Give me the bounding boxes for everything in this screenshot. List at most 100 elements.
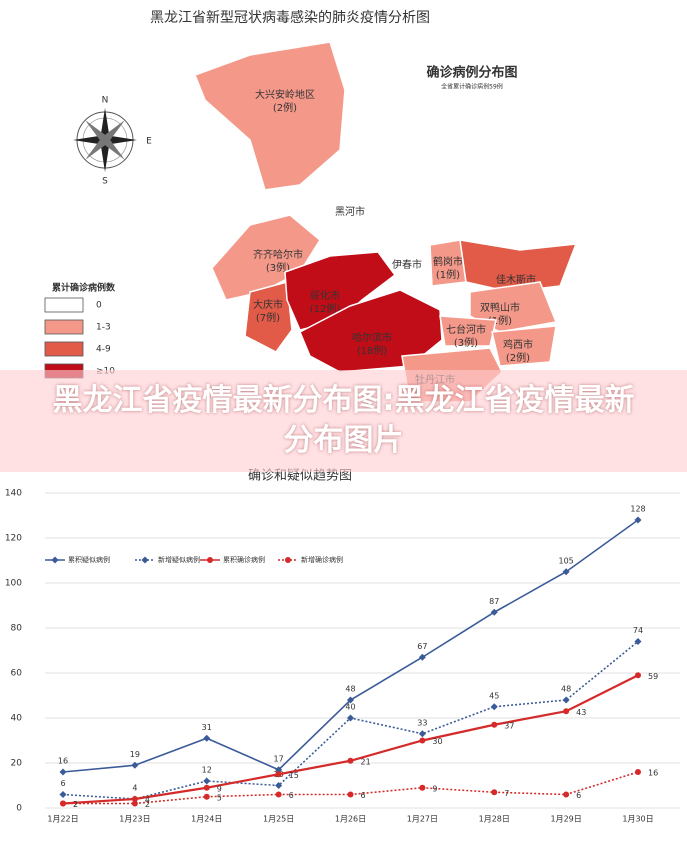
legend-label: 0	[96, 301, 102, 311]
point	[59, 768, 67, 776]
point	[347, 757, 354, 764]
point	[207, 557, 213, 563]
region-name: 鹤岗市	[433, 255, 463, 268]
region	[244, 281, 293, 353]
point	[275, 766, 283, 774]
region-count: (2例)	[273, 101, 297, 114]
point	[419, 737, 426, 744]
data-label: 43	[576, 708, 586, 717]
compass-label: E	[146, 137, 152, 147]
region-count: (12例)	[310, 302, 341, 315]
point	[635, 672, 641, 679]
y-tick-label: 100	[5, 579, 22, 589]
data-label: 4	[145, 796, 150, 805]
region	[391, 198, 433, 292]
y-tick-label: 140	[5, 489, 22, 499]
data-label: 21	[361, 757, 371, 766]
x-tick-label: 1月25日	[263, 815, 294, 824]
data-label: 74	[633, 626, 643, 635]
point	[285, 557, 291, 563]
data-label: 9	[432, 784, 437, 793]
data-label: 30	[432, 737, 442, 746]
point	[634, 638, 642, 645]
region	[459, 239, 578, 293]
banner: 黑龙江省疫情最新分布图:黑龙江省疫情最新分布图片	[0, 370, 687, 472]
region	[299, 289, 443, 373]
region-name: 七台河市	[446, 323, 486, 336]
x-tick-label: 1月24日	[191, 815, 222, 824]
y-tick-label: 20	[11, 759, 23, 769]
point	[491, 721, 498, 728]
chart-bg	[0, 472, 687, 845]
data-label: 40	[345, 703, 355, 712]
data-label: 6	[576, 791, 581, 800]
point	[60, 800, 66, 807]
y-tick-label: 60	[11, 669, 23, 679]
point	[203, 777, 211, 785]
point	[51, 556, 59, 564]
data-label: 2	[73, 800, 78, 809]
data-label: 67	[417, 642, 427, 651]
data-label: 33	[417, 718, 427, 727]
legend-swatch	[44, 341, 84, 357]
point	[418, 653, 426, 661]
data-label: 15	[289, 771, 299, 780]
region	[284, 251, 397, 331]
point	[131, 800, 138, 807]
point	[562, 568, 570, 576]
point	[563, 791, 570, 798]
point	[347, 696, 354, 704]
legend-label: 累积确诊病例	[223, 555, 265, 564]
compass-label: N	[102, 96, 109, 106]
point	[635, 769, 641, 775]
data-label: 48	[345, 685, 355, 694]
region-count: (18例)	[357, 344, 388, 357]
data-label: 2	[145, 800, 150, 809]
legend-title: 累计确诊病例数	[52, 282, 116, 294]
data-label: 16	[648, 769, 658, 778]
region-count: (7例)	[256, 311, 280, 324]
data-label: 17	[274, 754, 284, 763]
data-label: 7	[504, 789, 509, 798]
point	[275, 791, 282, 798]
legend-swatch	[44, 319, 84, 335]
data-label: 6	[289, 791, 294, 800]
region-name: 绥化市	[310, 289, 340, 302]
point	[418, 730, 426, 738]
point	[491, 789, 498, 796]
point	[203, 793, 210, 800]
data-label: 19	[130, 750, 140, 759]
y-tick-label: 0	[16, 804, 22, 814]
data-label: 6	[60, 779, 65, 788]
point	[203, 734, 211, 742]
x-tick-label: 1月22日	[47, 815, 78, 824]
region-name: 齐齐哈尔市	[253, 248, 303, 261]
map-subtitle: 确诊病例分布图	[426, 65, 517, 81]
point	[562, 696, 570, 704]
point	[634, 516, 642, 524]
region-count: (1例)	[436, 268, 460, 281]
data-label: 48	[561, 685, 571, 694]
legend-label: 新增疑似病例	[158, 555, 200, 564]
compass	[73, 108, 137, 172]
x-tick-label: 1月30日	[622, 815, 653, 824]
region-count: (3例)	[266, 261, 290, 274]
map-title: 黑龙江省新型冠状病毒感染的肺炎疫情分析图	[150, 9, 430, 26]
map-note: 全省累计确诊病例59例	[441, 83, 503, 91]
x-tick-label: 1月23日	[119, 815, 150, 824]
region-name: 佳木斯市	[496, 273, 536, 286]
region-name: 哈尔滨市	[352, 331, 392, 344]
point	[141, 556, 149, 564]
data-label: 9	[217, 784, 222, 793]
data-label: 37	[504, 721, 514, 730]
x-tick-label: 1月27日	[407, 815, 438, 824]
legend-label: 4-9	[96, 345, 111, 355]
legend-label: 新增确诊病例	[301, 555, 343, 564]
data-label: 87	[489, 597, 499, 606]
point	[275, 782, 283, 789]
region-name: 大兴安岭地区	[255, 88, 315, 101]
point	[347, 791, 354, 798]
y-tick-label: 120	[5, 534, 22, 544]
region-count: (2例)	[506, 351, 530, 364]
point	[490, 608, 498, 616]
